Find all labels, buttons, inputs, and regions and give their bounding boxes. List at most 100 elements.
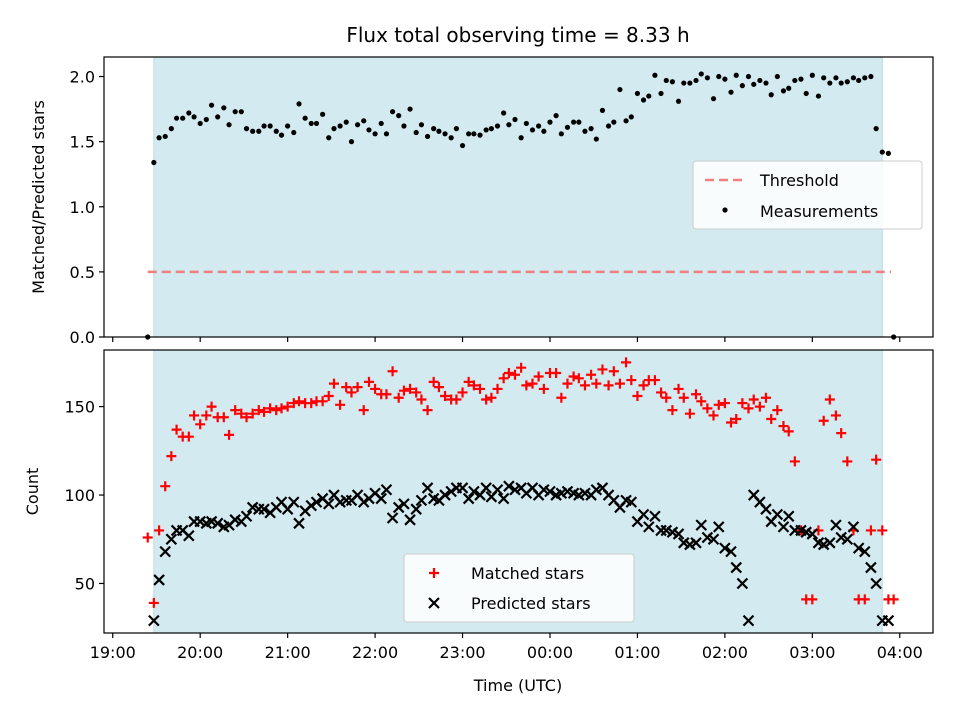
predicted-stars-point [544, 485, 556, 498]
measurement-point [798, 76, 804, 82]
x-tick-label: 01:00 [614, 643, 660, 662]
x-tick-label: 04:00 [877, 643, 923, 662]
measurement-point [803, 90, 809, 97]
matched-stars-point [154, 525, 165, 536]
measurement-point [710, 96, 717, 102]
measurement-point [337, 123, 343, 129]
matched-stars-point [859, 594, 870, 605]
measurement-point [331, 126, 337, 132]
matched-stars-point [148, 597, 159, 608]
measurement-point [576, 119, 582, 125]
measurement-point [652, 72, 658, 78]
matched-stars-point [573, 373, 584, 384]
measurement-point [436, 128, 442, 134]
measurement-point [675, 98, 682, 104]
matched-stars-point [621, 357, 632, 368]
measurement-point [256, 128, 262, 134]
matched-stars-point [743, 403, 754, 414]
matched-stars-point [166, 451, 177, 462]
measurement-point [203, 116, 209, 123]
matched-stars-point [568, 371, 579, 382]
predicted-stars-point [456, 482, 469, 494]
predicted-stars-point [847, 521, 860, 533]
matched-stars-point [282, 401, 293, 412]
matched-stars-point [475, 383, 486, 394]
measurement-point [267, 123, 273, 129]
matched-stars-point [370, 383, 381, 394]
measurement-point [588, 126, 594, 132]
measurement-point [494, 123, 501, 129]
predicted-stars-point [777, 521, 790, 533]
x-tick-label: 03:00 [789, 643, 835, 662]
plot-frame [103, 349, 934, 634]
predicted-stars-point [865, 561, 877, 574]
predicted-stars-point [468, 485, 480, 498]
measurement-point [646, 93, 652, 99]
predicted-stars-point [445, 485, 457, 498]
measurement-point [378, 120, 384, 127]
measurement-point [541, 128, 547, 134]
legend-ratio: Threshold Measurements [692, 160, 923, 230]
measurement-point [361, 118, 367, 124]
matched-stars-point [748, 394, 759, 405]
predicted-stars-point [404, 514, 416, 526]
matched-stars-point [317, 396, 328, 407]
predicted-stars-series [148, 480, 895, 627]
measurement-point [191, 114, 197, 120]
matched-stars-point [323, 390, 334, 401]
measurement-point [168, 126, 174, 132]
matched-stars-point [486, 392, 497, 403]
predicted-stars-point [240, 510, 253, 523]
y-tick-label: 1.5 [70, 133, 95, 152]
predicted-stars-point [410, 503, 422, 515]
measurement-point [389, 109, 396, 115]
predicted-stars-point [882, 614, 895, 627]
matched-stars-point [533, 371, 544, 382]
matched-stars-point [760, 392, 771, 403]
measurement-point [431, 126, 437, 132]
predicted-stars-point [398, 498, 410, 510]
measurement-point [162, 133, 168, 140]
measurement-point [401, 123, 407, 129]
x-tick-label: 21:00 [265, 643, 311, 662]
matched-stars-point [358, 405, 369, 416]
matched-stars-point [405, 383, 416, 394]
measurement-point [186, 110, 192, 116]
predicted-stars-point [707, 533, 720, 546]
x-axis-title: Time (UTC) [473, 676, 562, 695]
measurement-point [501, 110, 507, 116]
matched-stars-point [468, 380, 479, 391]
plot-frame [103, 56, 934, 338]
measurement-point [383, 131, 390, 137]
measurement-point [687, 80, 693, 86]
measurement-point [763, 80, 769, 86]
x-tick-label: 23:00 [439, 643, 485, 662]
measurement-point [640, 97, 647, 103]
measurement-point [313, 120, 320, 127]
matched-stars-point [142, 532, 153, 543]
matched-stars-point [498, 373, 509, 384]
matched-stars-point [626, 375, 637, 386]
measurement-point [838, 80, 844, 86]
measurement-point [722, 76, 728, 82]
matched-stars-point [614, 378, 625, 389]
measurement-point [302, 115, 308, 121]
y-tick-label: 2.0 [70, 68, 95, 87]
matched-stars-point [352, 382, 363, 393]
matched-stars-point [381, 389, 392, 400]
matched-stars-point [387, 366, 398, 377]
matched-stars-point [416, 394, 427, 405]
measurement-point [623, 118, 629, 124]
matched-stars-point [481, 394, 492, 405]
legend-measurements-swatch [722, 207, 728, 213]
matched-stars-point [463, 376, 474, 387]
predicted-stars-point [625, 496, 638, 508]
matched-stars-point [411, 387, 422, 398]
matched-stars-point [398, 385, 409, 396]
matched-stars-point [335, 399, 346, 410]
x-tick-label: 20:00 [177, 643, 223, 662]
predicted-stars-point [153, 574, 165, 586]
matched-stars-point [241, 412, 252, 423]
measurement-point [523, 120, 529, 127]
predicted-stars-point [695, 519, 708, 531]
